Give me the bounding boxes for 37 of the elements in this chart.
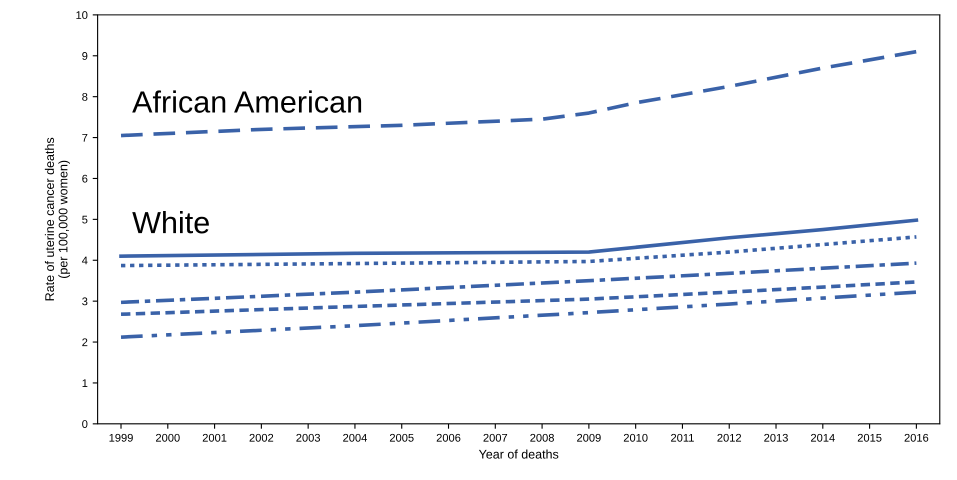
x-tick-label: 2006: [436, 434, 460, 442]
x-tick-label: 2010: [624, 434, 648, 442]
x-axis-title: Year of deaths: [478, 449, 558, 459]
x-tick-label: 2016: [904, 434, 928, 442]
line-series: [119, 290, 918, 339]
x-tick-label: 2012: [717, 434, 742, 442]
x-tick-label: 2015: [858, 434, 882, 442]
x-tick-label: 2008: [530, 434, 554, 442]
x-tick-label: 1999: [109, 434, 133, 442]
line-series: [119, 261, 918, 304]
y-tick-label: 1: [82, 379, 88, 387]
y-tick-label: 4: [82, 256, 88, 264]
y-tick-label: 2: [82, 338, 88, 346]
y-tick-label: 7: [82, 134, 88, 142]
series-label: African American: [132, 90, 362, 113]
x-tick-label: 2009: [577, 434, 601, 442]
y-tick-label: 6: [82, 174, 88, 183]
y-tick-label: 3: [82, 297, 88, 306]
x-tick-label: 2005: [390, 434, 414, 442]
y-tick-label: 9: [82, 52, 88, 60]
line-series: [119, 50, 918, 138]
x-tick-label: 2007: [484, 434, 508, 442]
x-tick-label: 2013: [764, 434, 788, 442]
y-axis-title: Rate of uterine cancer deaths (per 100,000 women): [44, 138, 70, 300]
y-tick-label: 0: [82, 420, 88, 428]
x-tick-label: 2002: [250, 434, 274, 442]
y-tick-label: 8: [82, 92, 88, 101]
x-tick-label: 2004: [343, 434, 367, 442]
y-tick-label: 10: [76, 11, 88, 20]
x-tick-label: 2014: [811, 434, 835, 442]
x-tick-label: 2001: [202, 434, 226, 442]
y-tick-label: 5: [82, 216, 88, 224]
line-series: [119, 235, 918, 268]
series-label: White: [132, 211, 209, 234]
x-tick-label: 2011: [671, 434, 694, 442]
x-tick-label: 2003: [296, 434, 320, 442]
x-tick-label: 2000: [156, 434, 180, 442]
